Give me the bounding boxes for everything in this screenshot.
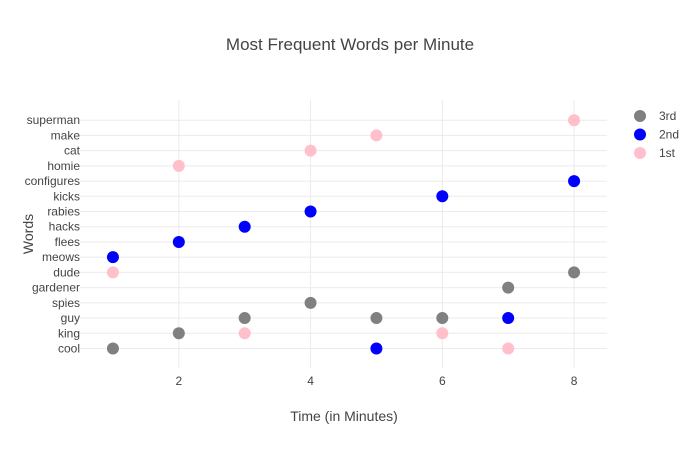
data-point-3rd-guy[interactable] xyxy=(238,312,251,325)
data-point-3rd-dude[interactable] xyxy=(568,266,581,279)
y-tick-label: configures xyxy=(25,174,80,188)
x-axis-ticks: 2 4 6 8 xyxy=(175,374,577,388)
data-point-1st-superman[interactable] xyxy=(568,114,581,127)
y-tick-label: spies xyxy=(52,296,80,310)
legend-item-3rd[interactable]: 3rd xyxy=(634,109,676,123)
legend-marker xyxy=(634,147,646,159)
chart-title: Most Frequent Words per Minute xyxy=(226,35,474,54)
legend-label: 2nd xyxy=(659,128,679,142)
y-tick-label: cool xyxy=(58,342,80,356)
y-tick-label: flees xyxy=(55,235,80,249)
y-tick-label: meows xyxy=(42,250,80,264)
data-point-2nd-meows[interactable] xyxy=(106,251,119,264)
y-tick-label: guy xyxy=(61,311,80,325)
y-tick-label: dude xyxy=(53,265,80,279)
legend-item-2nd[interactable]: 2nd xyxy=(634,128,679,142)
data-point-3rd-guy[interactable] xyxy=(370,312,383,325)
legend-label: 1st xyxy=(659,146,676,160)
data-point-3rd-gardener[interactable] xyxy=(502,281,515,294)
data-point-3rd-cool[interactable] xyxy=(106,342,119,355)
data-point-1st-cat[interactable] xyxy=(304,144,317,157)
data-point-3rd-guy[interactable] xyxy=(436,312,449,325)
x-tick-label: 6 xyxy=(439,374,446,388)
y-tick-label: gardener xyxy=(32,281,80,295)
legend-marker xyxy=(634,128,646,141)
y-tick-label: rabies xyxy=(47,205,80,219)
data-point-2nd-kicks[interactable] xyxy=(436,190,449,203)
data-point-2nd-hacks[interactable] xyxy=(238,220,251,233)
legend-label: 3rd xyxy=(659,109,676,123)
data-point-2nd-configures[interactable] xyxy=(568,175,581,188)
data-point-3rd-king[interactable] xyxy=(172,327,185,340)
data-point-1st-cool[interactable] xyxy=(502,342,515,355)
y-axis-label: Words xyxy=(20,214,36,254)
y-tick-label: homie xyxy=(47,159,80,173)
data-point-1st-homie[interactable] xyxy=(172,159,185,172)
y-tick-label: kicks xyxy=(53,189,80,203)
data-points xyxy=(106,114,581,355)
data-point-3rd-spies[interactable] xyxy=(304,296,317,309)
y-tick-label: hacks xyxy=(49,220,80,234)
data-point-2nd-rabies[interactable] xyxy=(304,205,317,218)
x-tick-label: 2 xyxy=(175,374,182,388)
legend[interactable]: 3rd 2nd 1st xyxy=(634,109,679,160)
grid xyxy=(80,100,607,368)
legend-marker xyxy=(634,110,646,122)
y-tick-label: make xyxy=(51,128,81,142)
data-point-1st-king[interactable] xyxy=(238,327,251,340)
y-tick-label: cat xyxy=(64,144,81,158)
legend-item-1st[interactable]: 1st xyxy=(634,146,676,160)
y-tick-label: superman xyxy=(27,113,80,127)
data-point-2nd-guy[interactable] xyxy=(502,312,515,325)
x-tick-label: 8 xyxy=(571,374,578,388)
data-point-2nd-flees[interactable] xyxy=(172,235,185,248)
data-point-2nd-cool[interactable] xyxy=(370,342,383,355)
x-axis-label: Time (in Minutes) xyxy=(290,408,398,424)
x-tick-label: 4 xyxy=(307,374,314,388)
data-point-1st-dude[interactable] xyxy=(106,266,119,279)
y-tick-label: king xyxy=(58,326,80,340)
data-point-1st-king[interactable] xyxy=(436,327,449,340)
data-point-1st-make[interactable] xyxy=(370,129,383,142)
